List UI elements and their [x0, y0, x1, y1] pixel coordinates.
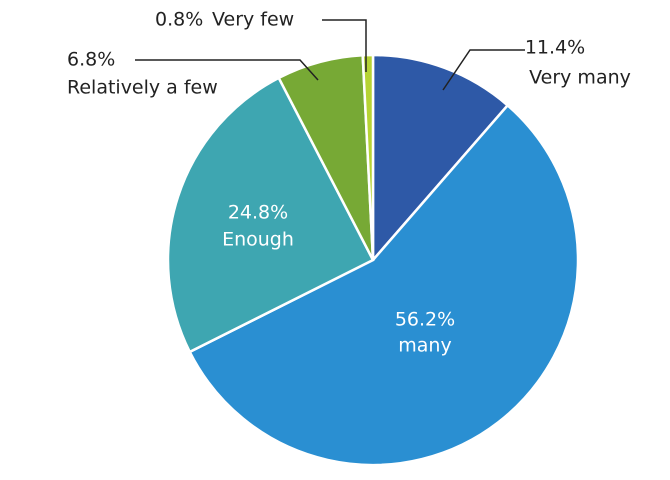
leader-line — [135, 59, 319, 81]
value-label: 24.8% — [228, 202, 288, 224]
value-label: 11.4% — [525, 37, 585, 59]
pie-slice — [371, 53, 510, 264]
value-label: 0.8% — [155, 9, 203, 31]
pie-slice — [166, 76, 375, 354]
category-label: many — [398, 335, 451, 357]
category-label: Relatively a few — [67, 77, 218, 99]
pie-slice — [361, 53, 375, 261]
leader-line — [322, 19, 367, 72]
value-label: 6.8% — [67, 49, 115, 71]
value-label: 56.2% — [395, 309, 455, 331]
leader-line — [442, 49, 525, 91]
category-label: Enough — [222, 229, 294, 251]
pie-slice — [188, 103, 580, 467]
category-label: Very few — [212, 9, 294, 31]
category-label: Very many — [529, 67, 631, 89]
